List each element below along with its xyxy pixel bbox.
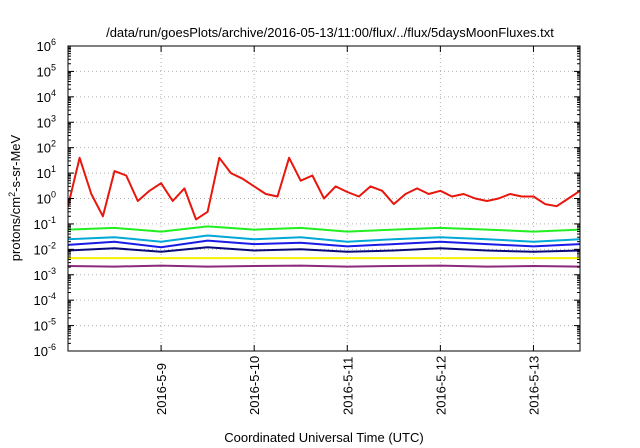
y-tick-base: 10: [37, 192, 51, 207]
y-tick-exponent: 4: [51, 88, 56, 98]
y-tick-label: 10-3: [34, 266, 56, 283]
y-tick-base: 10: [37, 90, 51, 105]
y-tick-exponent: -5: [48, 317, 56, 327]
y-tick-base: 10: [34, 268, 48, 283]
y-tick-exponent: 6: [51, 37, 56, 47]
y-tick-label: 104: [37, 88, 56, 105]
series-group: [68, 156, 580, 268]
y-tick-label: 100: [37, 190, 56, 207]
y-tick-label: 10-2: [34, 240, 56, 257]
series-line: [68, 156, 580, 221]
y-tick-exponent: 1: [51, 164, 56, 174]
y-axis-title: protons/cm2-s-sr-MeV: [7, 134, 23, 261]
y-tick-exponent: -2: [48, 240, 56, 250]
x-tick-label: 2016-5-10: [247, 356, 262, 415]
y-tick-exponent: 0: [51, 190, 56, 200]
x-axis-title: Coordinated Universal Time (UTC): [224, 430, 423, 445]
y-tick-base: 10: [37, 166, 51, 181]
y-tick-exponent: 3: [51, 113, 56, 123]
x-tick-label: 2016-5-11: [340, 357, 355, 415]
y-tick-base: 10: [34, 242, 48, 257]
y-tick-label: 10-5: [34, 317, 56, 334]
y-tick-exponent: -6: [48, 342, 56, 352]
chart-title: /data/run/goesPlots/archive/2016-05-13/1…: [106, 25, 554, 40]
series-layer: [68, 156, 580, 268]
y-axis-title-rest: -s-sr-MeV: [8, 134, 23, 191]
y-tick-base: 10: [37, 39, 51, 54]
y-tick-base: 10: [34, 319, 48, 334]
y-tick-base: 10: [34, 217, 48, 232]
series-line: [68, 239, 580, 249]
y-tick-base: 10: [37, 64, 51, 79]
series-line: [68, 225, 580, 233]
tick-layer: [68, 45, 580, 352]
x-tick-label: 2016-5-13: [526, 356, 541, 415]
y-tick-label: 10-1: [34, 215, 56, 232]
series-line: [68, 246, 580, 253]
y-tick-label: 106: [37, 37, 56, 54]
x-tick-label: 2016-5-9: [154, 363, 169, 415]
y-axis-title-main: protons/cm: [8, 197, 23, 261]
y-tick-label: 10-4: [34, 291, 56, 308]
series-line: [68, 264, 580, 268]
y-tick-base: 10: [34, 344, 48, 359]
y-tick-labels: 10-610-510-410-310-210-11001011021031041…: [34, 37, 56, 359]
x-tick-label: 2016-5-12: [433, 356, 448, 415]
y-tick-label: 102: [37, 139, 56, 156]
series-line: [68, 234, 580, 243]
y-tick-base: 10: [34, 293, 48, 308]
y-tick-label: 105: [37, 62, 56, 79]
y-tick-exponent: -1: [48, 215, 56, 225]
y-tick-base: 10: [37, 115, 51, 130]
y-tick-exponent: 5: [51, 62, 56, 72]
y-tick-exponent: -4: [48, 291, 56, 301]
y-axis-title-sup: 2: [7, 192, 17, 197]
y-tick-exponent: 2: [51, 139, 56, 149]
y-tick-base: 10: [37, 141, 51, 156]
y-tick-label: 103: [37, 113, 56, 130]
y-tick-exponent: -3: [48, 266, 56, 276]
y-tick-label: 10-6: [34, 342, 56, 359]
y-tick-label: 101: [37, 164, 56, 181]
x-tick-labels: 2016-5-9 2016-5-10 2016-5-11 2016-5-12 2016-…: [154, 356, 541, 415]
